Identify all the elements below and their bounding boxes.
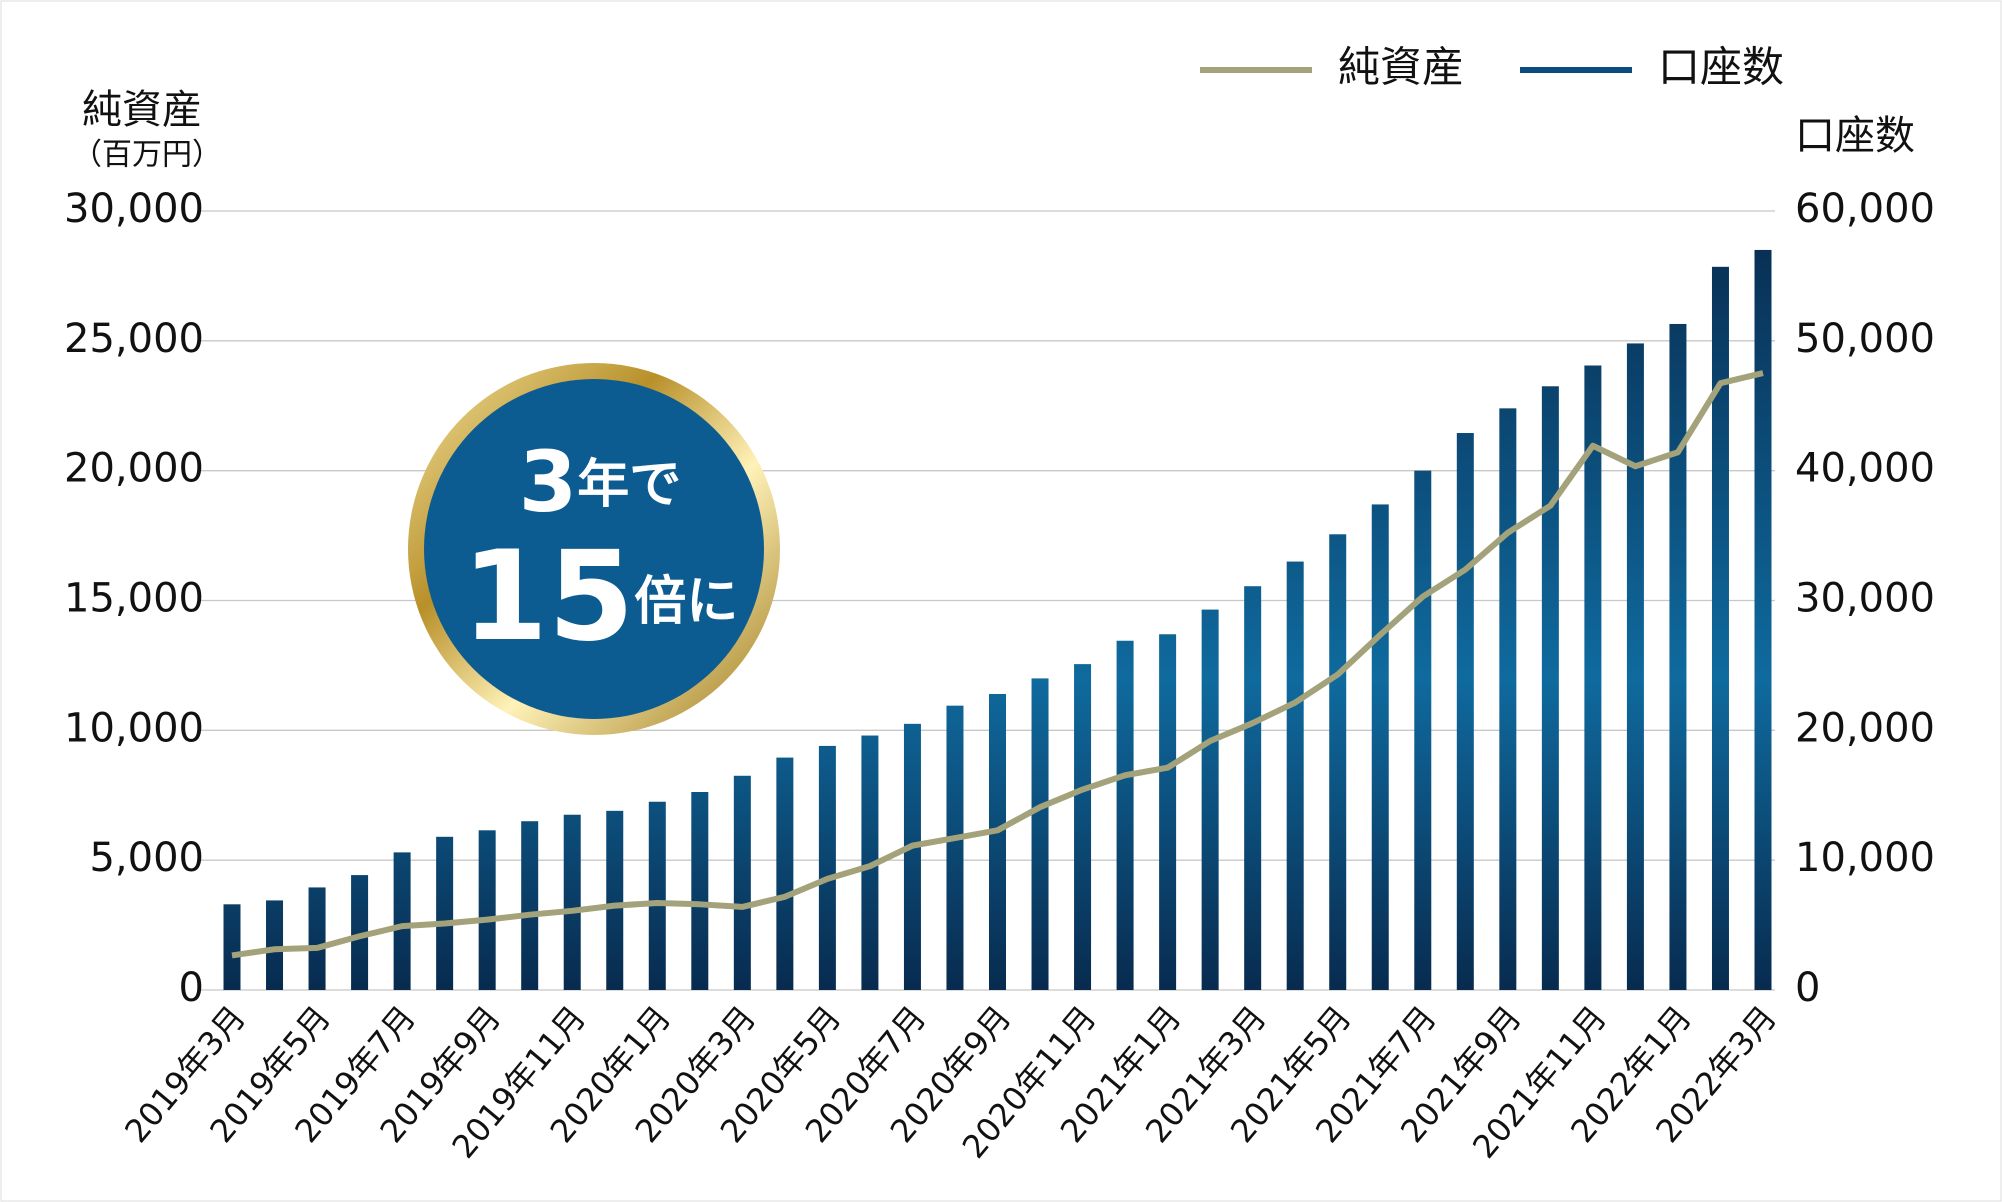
y-tick-label: 10,000	[64, 705, 204, 751]
badge: 3年で 15倍に	[408, 363, 780, 735]
bar	[1074, 664, 1092, 990]
legend-label: 口座数	[1658, 43, 1784, 92]
badge-number: 15	[462, 525, 635, 669]
bar	[1669, 323, 1687, 991]
bar	[478, 830, 496, 990]
y-tick-label: 25,000	[64, 316, 204, 362]
badge-text: 年で	[577, 455, 681, 515]
y-tick-label: 30,000	[64, 186, 204, 232]
bar	[1244, 586, 1262, 990]
bar	[861, 735, 879, 990]
y-tick-label: 0	[179, 965, 204, 1011]
bar	[436, 836, 454, 990]
y-axis-title: 純資産	[82, 87, 202, 133]
bar	[1329, 534, 1347, 990]
bar	[733, 775, 751, 990]
bar	[1541, 386, 1559, 990]
badge-disc	[424, 379, 764, 719]
bar	[648, 801, 666, 990]
bar	[776, 757, 794, 990]
bar	[1201, 609, 1219, 990]
bar	[1116, 640, 1134, 990]
bar	[223, 904, 241, 990]
y2-axis-title: 口座数	[1795, 113, 1915, 159]
y2-tick-label: 40,000	[1795, 446, 1935, 492]
bar	[393, 852, 411, 990]
badge-text: 倍に	[634, 572, 738, 632]
bar	[946, 705, 964, 990]
bar	[1371, 504, 1389, 990]
plot: 0 5,000 10,000 15,000 20,000 25,000 30,000 0 10,…	[64, 43, 1935, 1166]
y2-tick-label: 20,000	[1795, 705, 1935, 751]
bar	[691, 792, 709, 990]
y-tick-label: 15,000	[64, 576, 204, 622]
y2-tick-label: 10,000	[1795, 835, 1935, 881]
bar	[1031, 678, 1049, 990]
y2-tick-label: 60,000	[1795, 186, 1935, 232]
legend-label: 純資産	[1338, 43, 1464, 92]
bar	[1159, 634, 1177, 990]
bar	[1499, 408, 1517, 990]
bar	[1711, 266, 1729, 990]
bar	[903, 723, 921, 990]
bar	[818, 745, 836, 990]
badge-number: 3	[519, 433, 577, 531]
bar	[521, 821, 539, 990]
bar	[989, 693, 1006, 990]
badge-line: 15倍に	[462, 525, 739, 669]
bar	[351, 875, 369, 990]
bar	[1414, 470, 1432, 991]
y-tick-label: 20,000	[64, 446, 204, 492]
bar	[1626, 343, 1644, 990]
bar	[1754, 249, 1772, 990]
bar	[266, 900, 284, 990]
bar	[563, 814, 581, 990]
y-axis-unit: （百万円）	[72, 138, 222, 173]
y2-tick-label: 50,000	[1795, 316, 1935, 362]
bar	[1584, 365, 1602, 990]
line	[231, 370, 1764, 959]
bar	[1286, 561, 1304, 990]
y2-tick-label: 30,000	[1795, 576, 1935, 622]
y2-tick-label: 0	[1795, 965, 1820, 1011]
badge-line: 3年で	[519, 433, 681, 531]
bar	[606, 810, 624, 990]
bar	[308, 887, 326, 990]
y-tick-label: 5,000	[89, 835, 204, 881]
bar	[1456, 433, 1474, 990]
